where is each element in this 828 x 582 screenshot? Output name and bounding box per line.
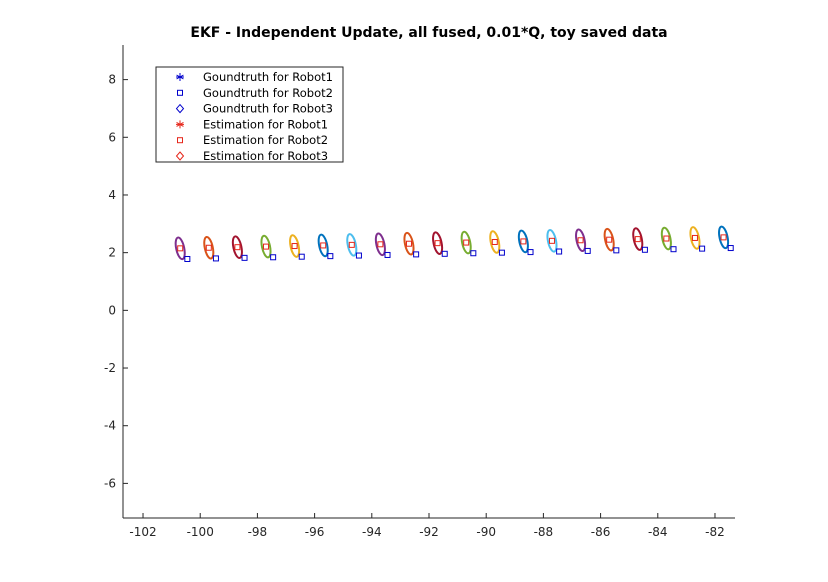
legend-marker (176, 73, 184, 81)
goundtruth-for-robot2-point (355, 252, 362, 259)
x-tick-label: -96 (305, 525, 325, 539)
y-tick-label: -4 (104, 419, 116, 433)
goundtruth-for-robot2-point (727, 245, 734, 252)
estimation-for-robot2-point (320, 242, 327, 249)
goundtruth-for-robot2-point (670, 246, 677, 253)
estimation-for-robot2-point (491, 238, 498, 245)
estimation-for-robot2-point (577, 237, 584, 244)
covariance-ellipse (517, 229, 529, 254)
y-tick-label: 0 (108, 303, 116, 317)
goundtruth-for-robot2-point (470, 250, 477, 257)
x-tick-label: -84 (648, 525, 668, 539)
covariance-ellipse (575, 228, 587, 253)
goundtruth-for-robot2-point (498, 249, 505, 256)
legend: Goundtruth for Robot1 Goundtruth for Robo… (155, 66, 344, 163)
legend-marker (177, 137, 183, 144)
goundtruth-for-robot2-point (441, 250, 448, 257)
covariance-ellipse (260, 234, 272, 259)
estimation-for-robot2-point (205, 244, 212, 251)
legend-entry-label: Goundtruth for Robot3 (203, 102, 333, 116)
estimation-for-robot2-point (177, 245, 184, 252)
legend-box (155, 66, 344, 163)
x-tick-label: -92 (419, 525, 439, 539)
estimation-for-robot2-point (348, 241, 355, 248)
legend-marker (176, 120, 184, 129)
estimation-for-robot2-point (548, 237, 555, 244)
estimation-for-robot2-point (434, 240, 441, 247)
goundtruth-for-robot2-point (527, 249, 534, 256)
covariance-ellipse (432, 231, 444, 255)
plot-axes: -102 -100 -98 -96 -94 -92 -90 -88 -86 -84 -82 -6 -4 -… (104, 45, 735, 539)
y-tick-label: 2 (108, 246, 116, 260)
legend-entry-label: Estimation for Robot1 (203, 117, 328, 131)
covariance-ellipse (289, 234, 301, 258)
estimation-for-robot2-point (720, 234, 727, 241)
covariance-ellipse (231, 235, 243, 259)
goundtruth-for-robot2-point (184, 256, 191, 263)
x-tick-label: -98 (248, 525, 268, 539)
estimation-for-robot2-point (634, 236, 641, 243)
goundtruth-for-robot2-point (699, 245, 706, 252)
covariance-ellipse (718, 225, 730, 250)
estimation-for-robot2-point (377, 241, 384, 248)
y-tick-label: 8 (108, 73, 116, 87)
estimation-for-robot2-point (405, 240, 412, 247)
estimation-for-robot2-point (234, 244, 241, 251)
goundtruth-for-robot2-point (270, 254, 277, 261)
x-tick-label: -90 (476, 525, 496, 539)
legend-entry-label: Estimation for Robot3 (203, 149, 328, 163)
y-tick-label: -2 (104, 361, 116, 375)
goundtruth-for-robot2-point (212, 255, 219, 262)
covariance-ellipses (174, 225, 730, 261)
x-tick-label: -86 (591, 525, 611, 539)
estimation-for-robot2-point (520, 238, 527, 245)
x-tick-label: -94 (362, 525, 382, 539)
legend-entry-label: Goundtruth for Robot1 (203, 70, 333, 84)
covariance-ellipse (689, 226, 701, 250)
estimation-for-robot2-point (262, 243, 269, 250)
y-tick-label: -6 (104, 476, 116, 490)
x-tick-label: -102 (129, 525, 156, 539)
covariance-ellipse (403, 231, 415, 256)
y-tick-label: 6 (108, 130, 116, 144)
goundtruth-for-robot2-point (241, 254, 248, 261)
legend-entry-label: Estimation for Robot2 (203, 133, 328, 147)
covariance-ellipse (174, 236, 186, 261)
y-tick-label: 4 (108, 188, 116, 202)
goundtruth-for-robot2-point (584, 247, 591, 254)
goundtruth-for-robot2-point (613, 247, 620, 254)
covariance-ellipse (660, 226, 672, 251)
legend-entry-label: Goundtruth for Robot2 (203, 86, 333, 100)
chart-title: EKF - Independent Update, all fused, 0.0… (190, 25, 667, 41)
goundtruth-for-robot2-point (384, 251, 391, 258)
goundtruth-for-robot2-point (641, 246, 648, 253)
legend-marker (175, 103, 185, 114)
covariance-ellipse (203, 235, 215, 260)
goundtruth-for-robot2-point (327, 253, 334, 260)
covariance-ellipse (546, 229, 558, 253)
covariance-ellipse (374, 232, 386, 257)
covariance-ellipse (460, 230, 472, 255)
covariance-ellipse (346, 233, 358, 257)
estimation-for-robot2-point (463, 239, 470, 246)
covariance-ellipse (489, 230, 501, 254)
x-tick-label: -88 (534, 525, 554, 539)
estimation-for-robot2-point (691, 234, 698, 241)
data-markers (177, 234, 734, 263)
legend-marker (175, 151, 185, 161)
covariance-ellipse (603, 227, 615, 252)
covariance-ellipse (632, 227, 644, 251)
covariance-ellipse (317, 233, 329, 258)
goundtruth-for-robot2-point (413, 251, 420, 258)
x-tick-label: -82 (705, 525, 725, 539)
legend-marker (177, 89, 183, 96)
x-tick-label: -100 (187, 525, 214, 539)
estimation-for-robot2-point (606, 236, 613, 243)
estimation-for-robot2-point (663, 235, 670, 242)
goundtruth-for-robot2-point (298, 253, 305, 260)
estimation-for-robot2-point (291, 243, 298, 250)
goundtruth-for-robot2-point (556, 248, 563, 255)
